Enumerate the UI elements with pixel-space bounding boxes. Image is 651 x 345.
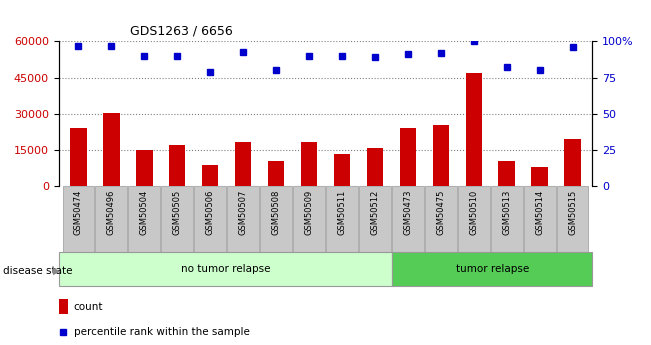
Text: GSM50511: GSM50511 — [337, 189, 346, 235]
Bar — [564, 139, 581, 186]
Bar — [301, 141, 317, 186]
Text: GSM50504: GSM50504 — [140, 189, 149, 235]
Text: GSM50509: GSM50509 — [305, 189, 314, 235]
Bar — [70, 128, 87, 186]
FancyBboxPatch shape — [96, 186, 127, 252]
Bar — [202, 165, 218, 186]
FancyBboxPatch shape — [359, 186, 391, 252]
FancyBboxPatch shape — [557, 186, 589, 252]
Bar — [465, 73, 482, 186]
Bar — [235, 141, 251, 186]
FancyBboxPatch shape — [392, 252, 592, 286]
Text: ▶: ▶ — [53, 266, 61, 276]
FancyBboxPatch shape — [392, 186, 424, 252]
FancyBboxPatch shape — [260, 186, 292, 252]
FancyBboxPatch shape — [195, 186, 226, 252]
Bar — [136, 150, 152, 186]
FancyBboxPatch shape — [458, 186, 490, 252]
Text: GDS1263 / 6656: GDS1263 / 6656 — [130, 24, 233, 37]
Bar — [531, 167, 548, 186]
Text: GSM50475: GSM50475 — [436, 189, 445, 235]
Text: GSM50507: GSM50507 — [239, 189, 247, 235]
Text: GSM50515: GSM50515 — [568, 189, 577, 235]
FancyBboxPatch shape — [326, 186, 358, 252]
Bar — [268, 161, 284, 186]
Text: GSM50510: GSM50510 — [469, 189, 478, 235]
Text: percentile rank within the sample: percentile rank within the sample — [74, 327, 249, 337]
Text: GSM50512: GSM50512 — [370, 189, 380, 235]
Bar — [169, 145, 186, 186]
Bar — [433, 125, 449, 186]
Bar — [499, 161, 515, 186]
FancyBboxPatch shape — [128, 186, 160, 252]
Text: GSM50506: GSM50506 — [206, 189, 215, 235]
Bar — [367, 148, 383, 186]
FancyBboxPatch shape — [425, 186, 456, 252]
FancyBboxPatch shape — [59, 252, 392, 286]
FancyBboxPatch shape — [161, 186, 193, 252]
Text: GSM50473: GSM50473 — [404, 189, 412, 235]
Bar — [334, 154, 350, 186]
FancyBboxPatch shape — [524, 186, 555, 252]
FancyBboxPatch shape — [62, 186, 94, 252]
Bar — [400, 128, 416, 186]
FancyBboxPatch shape — [227, 186, 259, 252]
Text: disease state: disease state — [3, 266, 73, 276]
Text: count: count — [74, 302, 103, 312]
Text: GSM50474: GSM50474 — [74, 189, 83, 235]
Text: tumor relapse: tumor relapse — [456, 264, 529, 274]
Text: GSM50514: GSM50514 — [535, 189, 544, 235]
Bar — [103, 112, 120, 186]
FancyBboxPatch shape — [293, 186, 325, 252]
FancyBboxPatch shape — [491, 186, 523, 252]
Text: no tumor relapse: no tumor relapse — [181, 264, 270, 274]
Text: GSM50505: GSM50505 — [173, 189, 182, 235]
Text: GSM50513: GSM50513 — [502, 189, 511, 235]
Text: GSM50508: GSM50508 — [271, 189, 281, 235]
Text: GSM50496: GSM50496 — [107, 189, 116, 235]
Bar — [59, 299, 68, 314]
